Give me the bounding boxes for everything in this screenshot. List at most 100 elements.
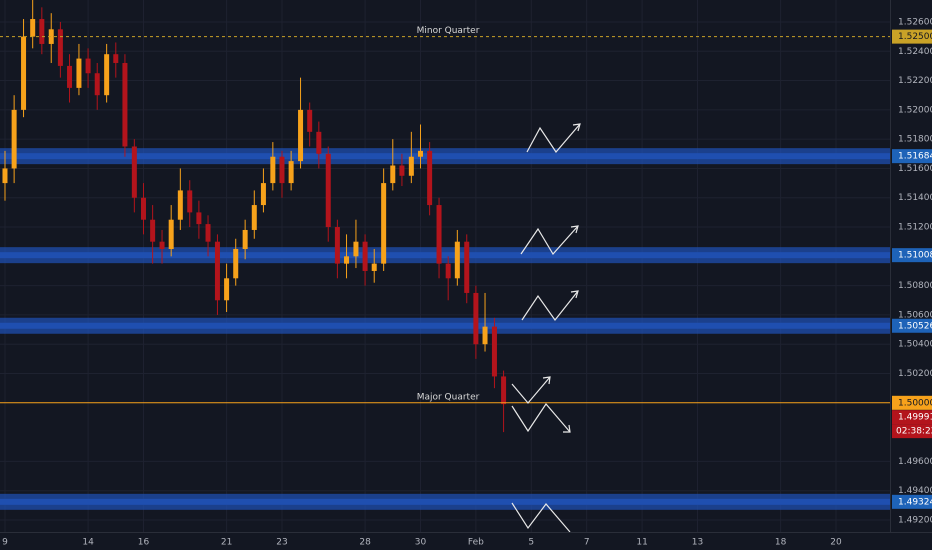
candle-body <box>150 219 156 242</box>
zone-label: 1.50526 <box>898 321 932 331</box>
candle-body <box>85 58 91 74</box>
candle-body <box>140 197 146 220</box>
levels: Minor Quarter Major Quarter <box>0 26 890 404</box>
candle-body <box>417 150 423 157</box>
candle-body <box>381 183 387 264</box>
y-tick-label: 1.51200 <box>898 223 932 233</box>
candle-body <box>11 109 17 169</box>
candle-body <box>224 278 230 301</box>
candle-body <box>57 29 63 66</box>
candle-body <box>464 241 470 293</box>
candle-body <box>187 190 193 213</box>
candle-body <box>408 156 414 176</box>
candle-body <box>334 227 340 264</box>
y-tick-label: 1.50400 <box>898 340 932 350</box>
arrow-head <box>542 376 551 385</box>
x-tick-label: 7 <box>584 538 590 548</box>
x-tick-label: 21 <box>221 538 232 548</box>
candle-body <box>390 165 396 184</box>
candle-body <box>168 219 174 250</box>
candle-body <box>454 241 460 279</box>
zone-label-box <box>892 494 932 509</box>
candle-body <box>482 326 488 345</box>
y-tick-label: 1.51600 <box>898 164 932 174</box>
candle-body <box>233 249 239 279</box>
candle-body <box>48 29 54 44</box>
quarter-label: 1.52500 <box>898 32 932 42</box>
x-tick-label: 20 <box>830 538 842 548</box>
zone-label: 1.51008 <box>898 251 932 261</box>
y-tick-label: 1.49200 <box>898 515 932 525</box>
countdown: 02:38:22 <box>896 427 932 437</box>
candle-body <box>131 146 137 198</box>
candle-body <box>501 376 507 405</box>
x-tick-label: 28 <box>359 538 371 548</box>
candle-body <box>39 19 45 44</box>
y-tick-label: 1.52600 <box>898 17 932 27</box>
projection-arrows <box>511 123 581 533</box>
candle-body <box>427 150 433 206</box>
candle-body <box>399 165 405 176</box>
arrow <box>521 290 579 321</box>
zone-label: 1.51684 <box>898 152 932 162</box>
y-tick-label: 1.50800 <box>898 281 932 291</box>
candle-body <box>491 326 497 377</box>
quarter-label-box <box>892 395 932 410</box>
x-tick-label: 14 <box>82 538 94 548</box>
x-tick-label: 9 <box>2 538 8 548</box>
candle-body <box>362 241 368 271</box>
candle-body <box>94 73 100 96</box>
zone-label-box <box>892 248 932 263</box>
x-tick-label: 16 <box>138 538 150 548</box>
candle-body <box>307 109 313 132</box>
zone-core <box>0 252 890 259</box>
y-tick-label: 1.52200 <box>898 76 932 86</box>
quarter-name: Major Quarter <box>417 392 480 402</box>
arrow <box>520 225 579 256</box>
x-tick-label: 30 <box>415 538 427 548</box>
candle-body <box>242 229 248 250</box>
x-tick-label: 23 <box>276 538 287 548</box>
candle-body <box>104 54 110 96</box>
arrow-head <box>570 290 579 299</box>
y-tick-label: 1.49400 <box>898 486 932 496</box>
arrow-head <box>570 225 579 234</box>
candle-body <box>2 168 8 184</box>
candle-body <box>196 212 202 225</box>
arrow-head <box>572 123 581 132</box>
grid <box>0 0 890 532</box>
countdown-box <box>892 424 932 439</box>
candle-body <box>445 263 451 279</box>
y-tick-label: 1.52400 <box>898 47 932 57</box>
candle-body <box>298 109 304 162</box>
zones <box>0 148 890 510</box>
candles <box>2 0 507 433</box>
arrow-head <box>563 424 571 433</box>
candle-body <box>353 241 359 257</box>
candle-body <box>316 131 322 154</box>
candle-body <box>214 241 220 301</box>
arrow <box>511 376 551 404</box>
x-tick-label: 11 <box>636 538 647 548</box>
candle-body <box>113 54 119 63</box>
quarter-label-box <box>892 29 932 44</box>
last-price-box <box>892 410 932 425</box>
x-tick-label: 5 <box>528 538 534 548</box>
quarter-name: Minor Quarter <box>417 26 480 36</box>
zone-core <box>0 153 890 160</box>
y-tick-label: 1.51400 <box>898 193 932 203</box>
zone-label: 1.49324 <box>898 497 932 507</box>
candle-body <box>279 156 285 184</box>
quarter-label: 1.50000 <box>898 398 932 408</box>
candle-body <box>473 292 479 345</box>
candle-body <box>325 153 331 228</box>
candle-body <box>205 224 211 242</box>
candle-body <box>260 183 266 206</box>
candle-body <box>122 62 128 147</box>
candle-body <box>76 58 82 88</box>
arrow <box>511 502 571 533</box>
candle-body <box>270 156 276 184</box>
y-tick-label: 1.50600 <box>898 310 932 320</box>
zone-label-box <box>892 149 932 164</box>
